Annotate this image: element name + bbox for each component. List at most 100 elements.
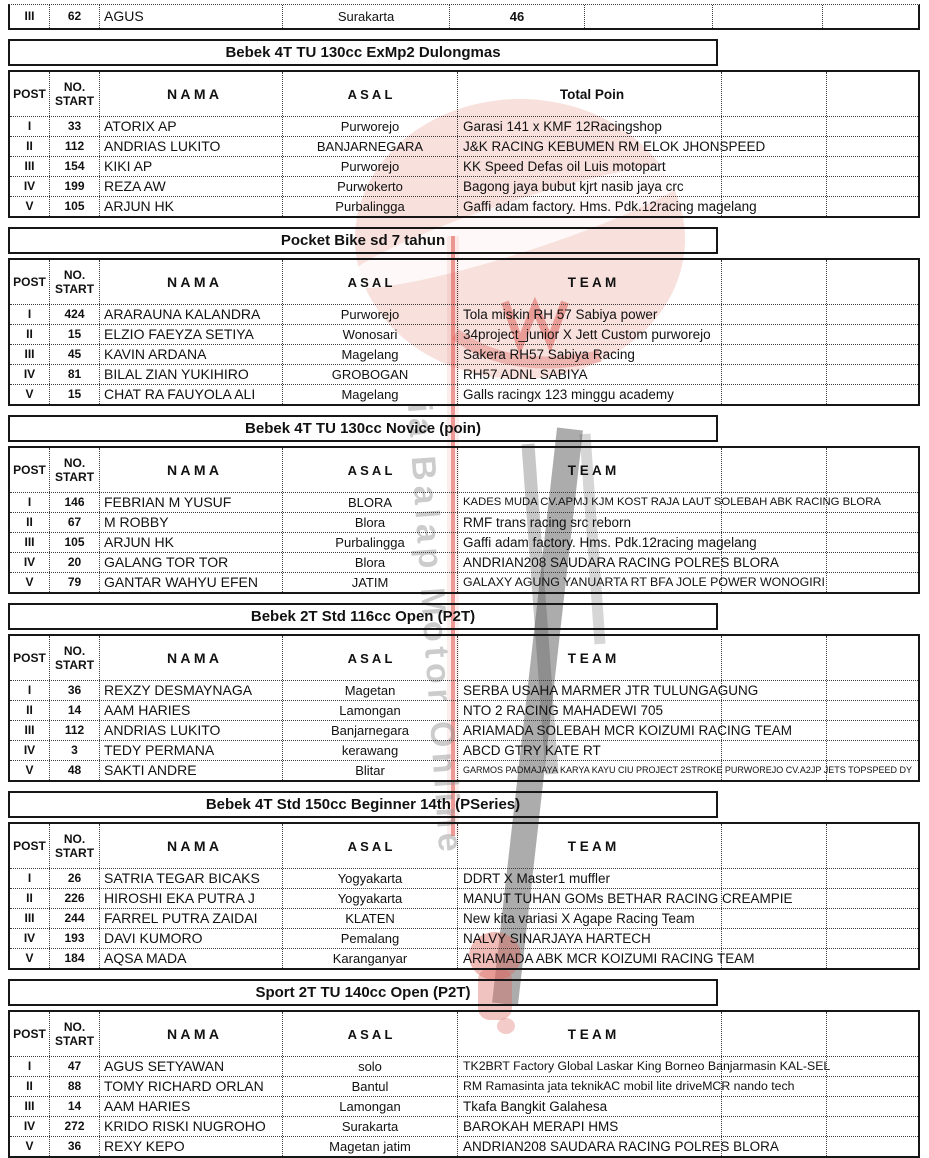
origin-cell: Karanganyar [283,949,458,968]
header-name: N A M A [100,1012,283,1056]
team-cell: SERBA USAHA MARMER JTR TULUNGAGUNG [458,681,758,700]
header-team: T E A M [458,636,722,680]
pos-cell: V [10,385,50,404]
name-cell: DAVI KUMORO [100,929,283,948]
result-row: III 62 AGUS Surakarta 46 [10,5,918,28]
empty-cell [827,869,918,888]
result-row: II 88 TOMY RICHARD ORLAN Bantul RM Ramasinta… [10,1077,918,1097]
empty-cell [827,177,918,196]
header-origin: A S A L [283,636,458,680]
pos-cell: IV [10,365,50,384]
name-cell: AGUS [100,5,283,28]
origin-cell: Wonosari [283,325,458,344]
name-cell: ANDRIAS LUKITO [100,721,283,740]
origin-cell: Purwokerto [283,177,458,196]
origin-cell: Yogyakarta [283,869,458,888]
empty-cell [722,1097,827,1116]
origin-cell: Magetan [283,681,458,700]
team-cell: KADES MUDA CV.APMJ KJM KOST RAJA LAUT SO… [458,493,881,512]
section-title: Bebek 4T TU 130cc ExMp2 Dulongmas [8,39,718,66]
start-number-cell: 36 [50,681,100,700]
name-cell: BILAL ZIAN YUKIHIRO [100,365,283,384]
empty-cell [827,741,918,760]
header-start-number: NO. START [50,260,100,304]
pos-cell: II [10,1077,50,1096]
empty-cell [722,869,827,888]
name-cell: ATORIX AP [100,117,283,136]
empty-cell [827,325,918,344]
origin-cell: Banjarnegara [283,721,458,740]
empty-cell [827,701,918,720]
team-cell: New kita variasi X Agape Racing Team [458,909,722,928]
header-start-number: NO. START [50,448,100,492]
result-row: IV 272 KRIDO RISKI NUGROHO Surakarta BAROKAH… [10,1117,918,1137]
team-cell: MANUT TUHAN GOMs BETHAR RACING CREAMPIE [458,889,793,908]
pos-cell: III [10,909,50,928]
empty-cell [722,1117,827,1136]
empty-cell [722,197,827,216]
empty-cell [827,1012,918,1056]
pos-cell: III [10,345,50,364]
empty-cell [722,1137,827,1156]
team-cell: RMF trans racing src reborn [458,513,722,532]
pos-cell: V [10,573,50,592]
empty-cell [722,889,827,908]
empty-cell [722,721,827,740]
pos-cell: IV [10,177,50,196]
pos-cell: III [10,721,50,740]
empty-cell [722,1077,827,1096]
origin-cell: Lamongan [283,701,458,720]
header-team: T E A M [458,824,722,868]
result-row: IV 199 REZA AW Purwokerto Bagong jaya bubut … [10,177,918,197]
header-start-number: NO. START [50,1012,100,1056]
header-pos: POST [10,824,50,868]
result-row: I 146 FEBRIAN M YUSUF BLORA KADES MUDA CV.AP… [10,493,918,513]
start-number-cell: 424 [50,305,100,324]
header-start-number-line1: NO. [63,80,86,94]
result-row: III 14 AAM HARIES Lamongan Tkafa Bangkit Gal… [10,1097,918,1117]
origin-cell: Yogyakarta [283,889,458,908]
empty-cell [722,929,827,948]
start-number-cell: 45 [50,345,100,364]
result-row: V 184 AQSA MADA Karanganyar ARIAMADA ABK MCR… [10,949,918,968]
name-cell: CHAT RA FAUYOLA ALI [100,385,283,404]
start-number-cell: 15 [50,385,100,404]
empty-cell [722,305,827,324]
origin-cell: Blora [283,553,458,572]
start-number-cell: 244 [50,909,100,928]
points-cell: 46 [450,5,585,28]
start-number-cell: 79 [50,573,100,592]
team-cell: Garasi 141 x KMF 12Racingshop [458,117,722,136]
team-cell: ABCD GTRY KATE RT [458,741,722,760]
header-pos: POST [10,636,50,680]
header-start-number-line2: START [54,282,95,296]
empty-cell [827,553,918,572]
header-start-number-line1: NO. [63,1020,86,1034]
empty-cell [722,573,827,592]
name-cell: TOMY RICHARD ORLAN [100,1077,283,1096]
pos-cell: II [10,325,50,344]
team-cell: Gaffi adam factory. Hms. Pdk.12racing ma… [458,533,757,552]
empty-cell [827,889,918,908]
start-number-cell: 226 [50,889,100,908]
pos-cell: I [10,681,50,700]
empty-cell [722,137,827,156]
name-cell: AQSA MADA [100,949,283,968]
empty-cell [722,681,827,700]
pos-cell: V [10,949,50,968]
header-pos: POST [10,72,50,116]
empty-cell [827,385,918,404]
result-row: V 105 ARJUN HK Purbalingga Gaffi adam factor… [10,197,918,216]
header-team: T E A M [458,260,722,304]
result-row: I 36 REXZY DESMAYNAGA Magetan SERBA USAHA MA… [10,681,918,701]
team-cell: Sakera RH57 Sabiya Racing [458,345,722,364]
section-title: Pocket Bike sd 7 tahun [8,227,718,254]
result-row: IV 81 BILAL ZIAN YUKIHIRO GROBOGAN RH57 ADNL… [10,365,918,385]
header-origin: A S A L [283,72,458,116]
start-number-cell: 112 [50,137,100,156]
name-cell: ANDRIAS LUKITO [100,137,283,156]
start-number-cell: 199 [50,177,100,196]
empty-cell [827,824,918,868]
name-cell: REXY KEPO [100,1137,283,1156]
